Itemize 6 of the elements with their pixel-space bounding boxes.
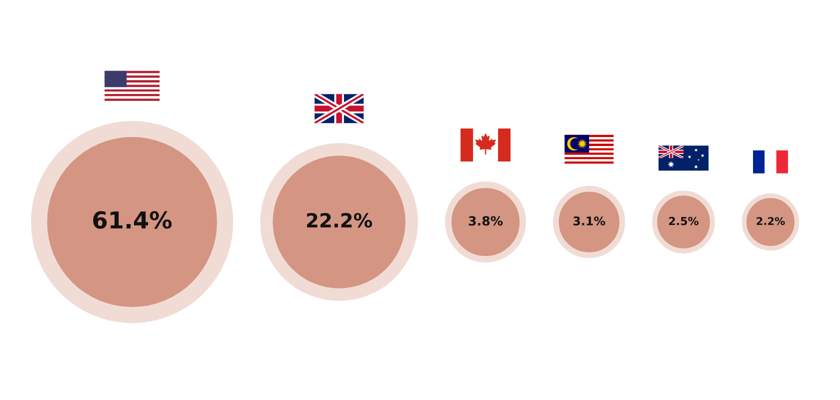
data-label: 61.4% <box>93 211 172 229</box>
data-label: 2.2% <box>756 217 785 226</box>
data-label: 22.2% <box>307 212 372 228</box>
data-label: 3.1% <box>573 216 606 226</box>
data-label: 3.8% <box>468 216 503 226</box>
data-label: 2.5% <box>669 216 699 226</box>
